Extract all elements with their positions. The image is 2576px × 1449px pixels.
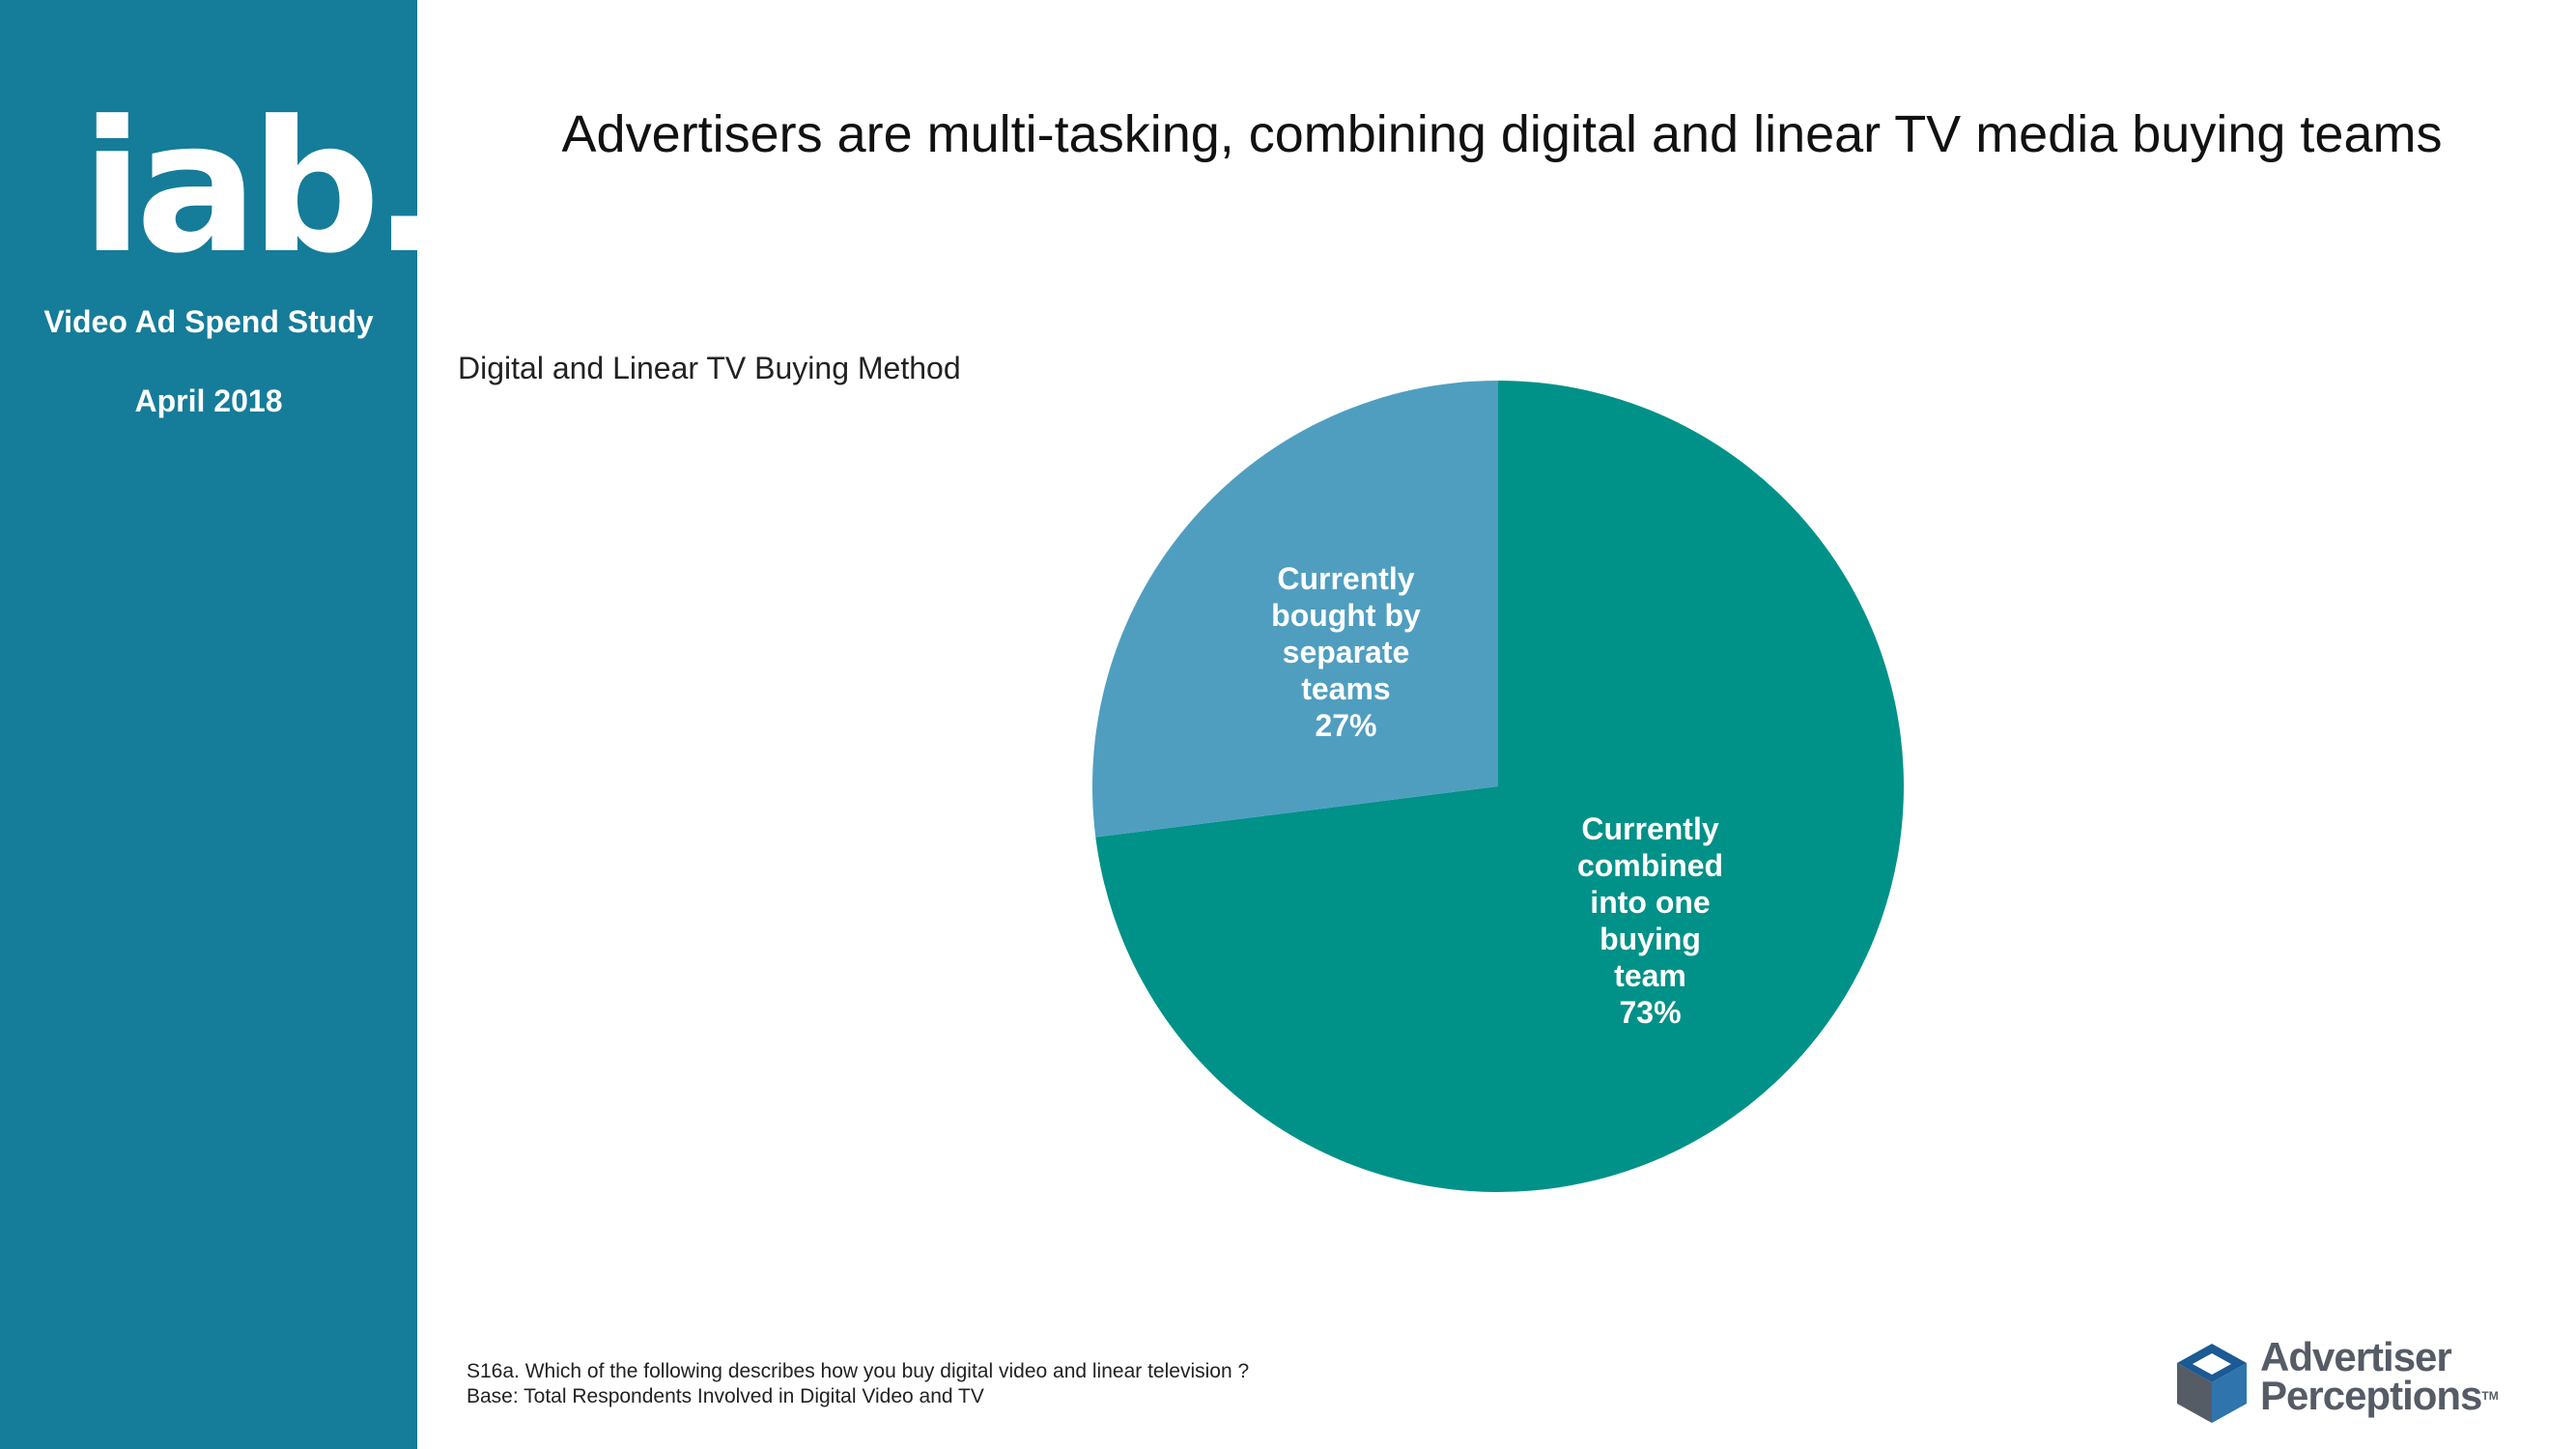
pie-label-line: Currently [1277,561,1414,596]
pie-label-1: Currently bought by separate teams 27% [1271,561,1421,743]
pie-label-line: into one [1590,885,1710,920]
advertiser-perceptions-logo: Advertiser PerceptionsTM [2173,1336,2540,1433]
chart-title: Digital and Linear TV Buying Method [458,351,961,385]
pie-slice-0 [1095,381,1904,1193]
footnote-question: S16a. Which of the following describes h… [467,1360,1250,1382]
pie-label-value: 73% [1619,995,1681,1030]
brand-tm: TM [2481,1389,2499,1403]
pie-label-line: buying [1599,922,1701,956]
pie-label-value: 27% [1315,708,1376,743]
page-title: Advertisers are multi-tasking, combining… [561,105,2443,163]
pie-label-line: Currently [1581,811,1718,846]
pie-label-line: team [1614,958,1686,993]
pie-label-line: separate [1283,635,1410,669]
pie-label-line: teams [1301,671,1391,706]
footnote-base: Base: Total Respondents Involved in Digi… [467,1385,984,1407]
study-date: April 2018 [134,384,283,418]
study-name: Video Ad Spend Study [43,304,374,339]
cube-icon [2177,1344,2247,1423]
footnote: S16a. Which of the following describes h… [467,1359,1249,1409]
brand-line-2: Perceptions [2260,1373,2482,1418]
pie-label-line: bought by [1271,598,1421,633]
pie-label-line: combined [1577,848,1723,883]
brand-line-1: Advertiser [2260,1334,2452,1379]
pie-slice-1 [1091,381,1498,838]
pie-label-0: Currently combined into one buying team 73% [1577,811,1723,1030]
sidebar: iab. Video Ad Spend Study April 2018 [0,0,441,1449]
